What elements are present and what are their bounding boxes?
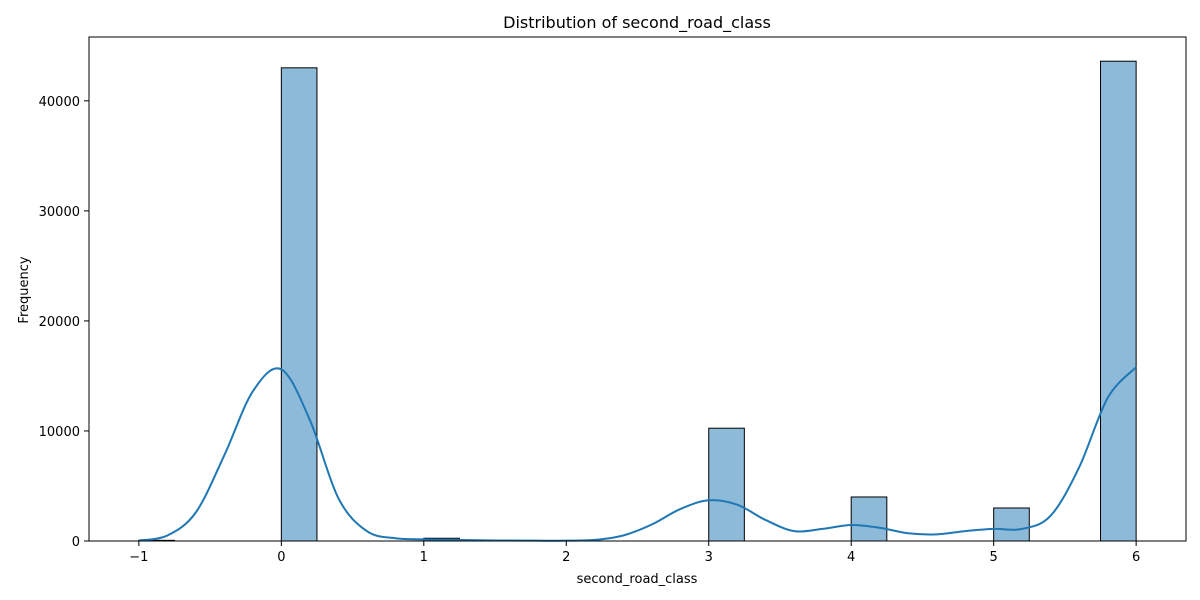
y-tick-label: 30000	[39, 205, 80, 220]
y-tick-label: 40000	[39, 95, 80, 110]
x-tick-label: 5	[990, 550, 998, 565]
y-tick-label: 10000	[39, 425, 80, 440]
x-tick-label: 2	[562, 550, 570, 565]
y-tick-label: 20000	[39, 315, 80, 330]
x-tick-label: 6	[1132, 550, 1140, 565]
histogram-bar-5	[993, 507, 1030, 542]
chart-title: Distribution of second_road_class	[503, 13, 771, 33]
x-tick-label: 3	[705, 550, 713, 565]
x-tick-label: 4	[847, 550, 855, 565]
histogram-bar-6	[1100, 60, 1137, 542]
plot-frame	[88, 36, 1187, 542]
y-tick-label: 0	[72, 535, 80, 550]
x-axis-label: second_road_class	[577, 572, 698, 587]
histogram-bar-3	[708, 427, 745, 542]
kde-curve	[138, 366, 1137, 542]
histogram-bars	[138, 60, 1137, 542]
histogram-bar-1	[280, 67, 318, 542]
x-tick-label: 1	[420, 550, 428, 565]
x-tick-label: −1	[129, 550, 148, 565]
x-tick-label: 0	[277, 550, 285, 565]
histogram-bar-4	[850, 496, 888, 542]
y-axis-label: Frequency	[17, 256, 32, 323]
y-axis-ticks: 0 10000 20000 30000 40000	[39, 95, 89, 550]
x-axis-ticks: −1 0 1 2 3 4 5 6	[129, 541, 1140, 565]
